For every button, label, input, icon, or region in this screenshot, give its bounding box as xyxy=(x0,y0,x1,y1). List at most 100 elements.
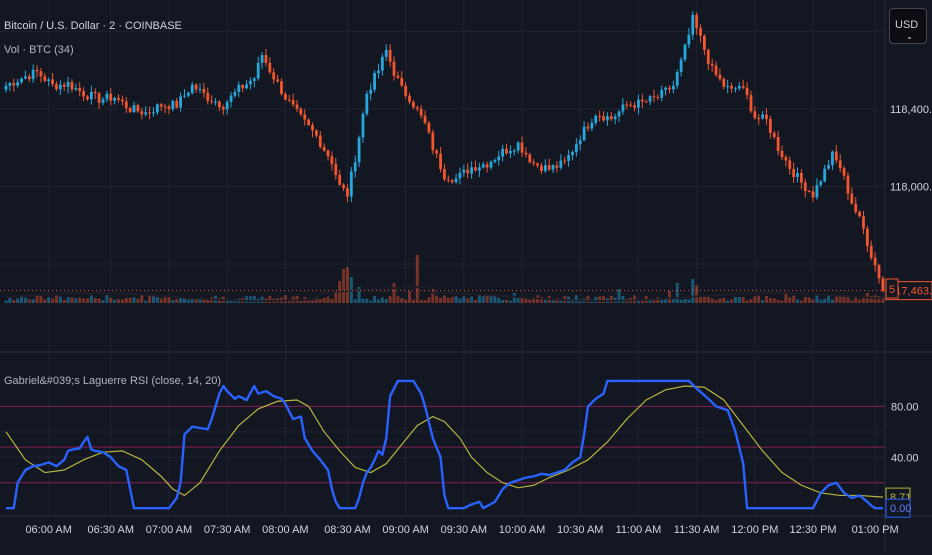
candle-body xyxy=(613,116,617,120)
volume-bar xyxy=(31,299,35,303)
candle-body xyxy=(625,104,629,106)
candle-body xyxy=(128,108,132,113)
volume-bar xyxy=(427,297,431,303)
candle-body xyxy=(640,99,644,102)
volume-bar xyxy=(16,298,20,303)
candle-body xyxy=(741,86,745,88)
indicator-title[interactable]: Gabriel&#039;s Laguerre RSI (close, 14, … xyxy=(4,375,221,387)
volume-bar xyxy=(830,299,834,303)
candle-body xyxy=(346,188,349,197)
currency-label: USD xyxy=(895,19,919,31)
volume-bar xyxy=(772,298,776,303)
volume-bar xyxy=(39,296,43,303)
candle-body xyxy=(31,69,35,80)
candle-body xyxy=(800,173,803,183)
volume-bar xyxy=(43,299,47,303)
candle-body xyxy=(780,150,784,158)
volume-legend[interactable]: Vol · BTC (34) xyxy=(4,44,74,56)
candle-body xyxy=(811,191,815,198)
volume-bar xyxy=(175,299,179,303)
volume-bar xyxy=(442,295,446,303)
volume-bar xyxy=(796,299,800,303)
candle-body xyxy=(699,28,702,36)
volume-bar xyxy=(225,300,229,303)
volume-bar xyxy=(163,297,167,303)
candle-body xyxy=(648,96,652,102)
volume-bar xyxy=(730,299,734,303)
volume-bar xyxy=(47,297,51,303)
candle-body xyxy=(543,165,547,171)
volume-bar xyxy=(101,300,105,303)
candle-body xyxy=(637,99,640,108)
candle-body xyxy=(70,82,74,90)
volume-bar xyxy=(283,295,287,303)
candle-body xyxy=(536,163,539,166)
currency-button[interactable]: USD xyxy=(889,8,927,44)
candle-body xyxy=(505,148,508,154)
price-candles[interactable] xyxy=(4,11,885,293)
candle-body xyxy=(311,124,314,131)
volume-bar xyxy=(322,297,326,303)
volume-bar xyxy=(353,299,357,303)
volume-bar xyxy=(8,298,12,303)
candle-body xyxy=(485,164,489,168)
volume-bar xyxy=(602,295,606,303)
candle-body xyxy=(710,63,714,66)
candle-body xyxy=(660,89,664,98)
volume-bars xyxy=(4,255,885,303)
candle-body xyxy=(703,35,706,50)
volume-bar xyxy=(404,299,408,303)
symbol-title[interactable]: Bitcoin / U.S. Dollar · 2 · COINBASE xyxy=(4,20,182,32)
volume-bar xyxy=(248,296,252,303)
candle-body xyxy=(509,150,512,154)
volume-bar xyxy=(733,296,737,303)
candle-body xyxy=(256,62,260,79)
candle-body xyxy=(831,151,834,166)
candle-body xyxy=(334,164,338,175)
candle-body xyxy=(807,191,811,193)
candle-body xyxy=(252,78,256,81)
candle-body xyxy=(62,84,66,87)
candle-body xyxy=(761,114,764,119)
volume-bar xyxy=(380,297,384,303)
candle-body xyxy=(450,180,454,183)
volume-bar xyxy=(784,291,788,303)
volume-bar xyxy=(633,295,637,303)
candle-body xyxy=(838,160,842,169)
candle-body xyxy=(675,72,679,86)
candle-body xyxy=(671,85,675,90)
volume-bar xyxy=(439,297,443,303)
candle-body xyxy=(276,79,279,82)
candle-body xyxy=(567,155,570,162)
volume-bar xyxy=(373,295,377,303)
volume-bar xyxy=(838,295,842,303)
candle-body xyxy=(225,102,229,110)
volume-bar xyxy=(411,299,415,303)
candle-body xyxy=(792,168,796,177)
time-tick-label: 07:30 AM xyxy=(204,524,250,536)
candle-body xyxy=(121,99,124,102)
candle-body xyxy=(318,135,322,148)
candle-body xyxy=(858,211,861,217)
volume-bar xyxy=(776,299,780,303)
laguerre-rsi-pane[interactable] xyxy=(0,379,885,510)
volume-value-label: 5 xyxy=(889,284,895,296)
volume-bar xyxy=(803,296,807,303)
volume-bar xyxy=(54,295,58,303)
candle-body xyxy=(772,132,776,137)
volume-bar xyxy=(539,296,543,303)
candle-body xyxy=(644,101,648,103)
candle-body xyxy=(342,184,345,189)
candle-body xyxy=(16,82,20,86)
candle-body xyxy=(443,169,446,180)
candle-body xyxy=(664,87,667,90)
volume-bar xyxy=(27,299,31,303)
candle-body xyxy=(361,113,365,138)
candle-body xyxy=(497,156,501,161)
candle-body xyxy=(400,77,404,86)
volume-bar xyxy=(202,298,206,303)
volume-bar xyxy=(109,297,113,303)
candle-body xyxy=(823,168,827,182)
volume-bar xyxy=(167,296,171,303)
